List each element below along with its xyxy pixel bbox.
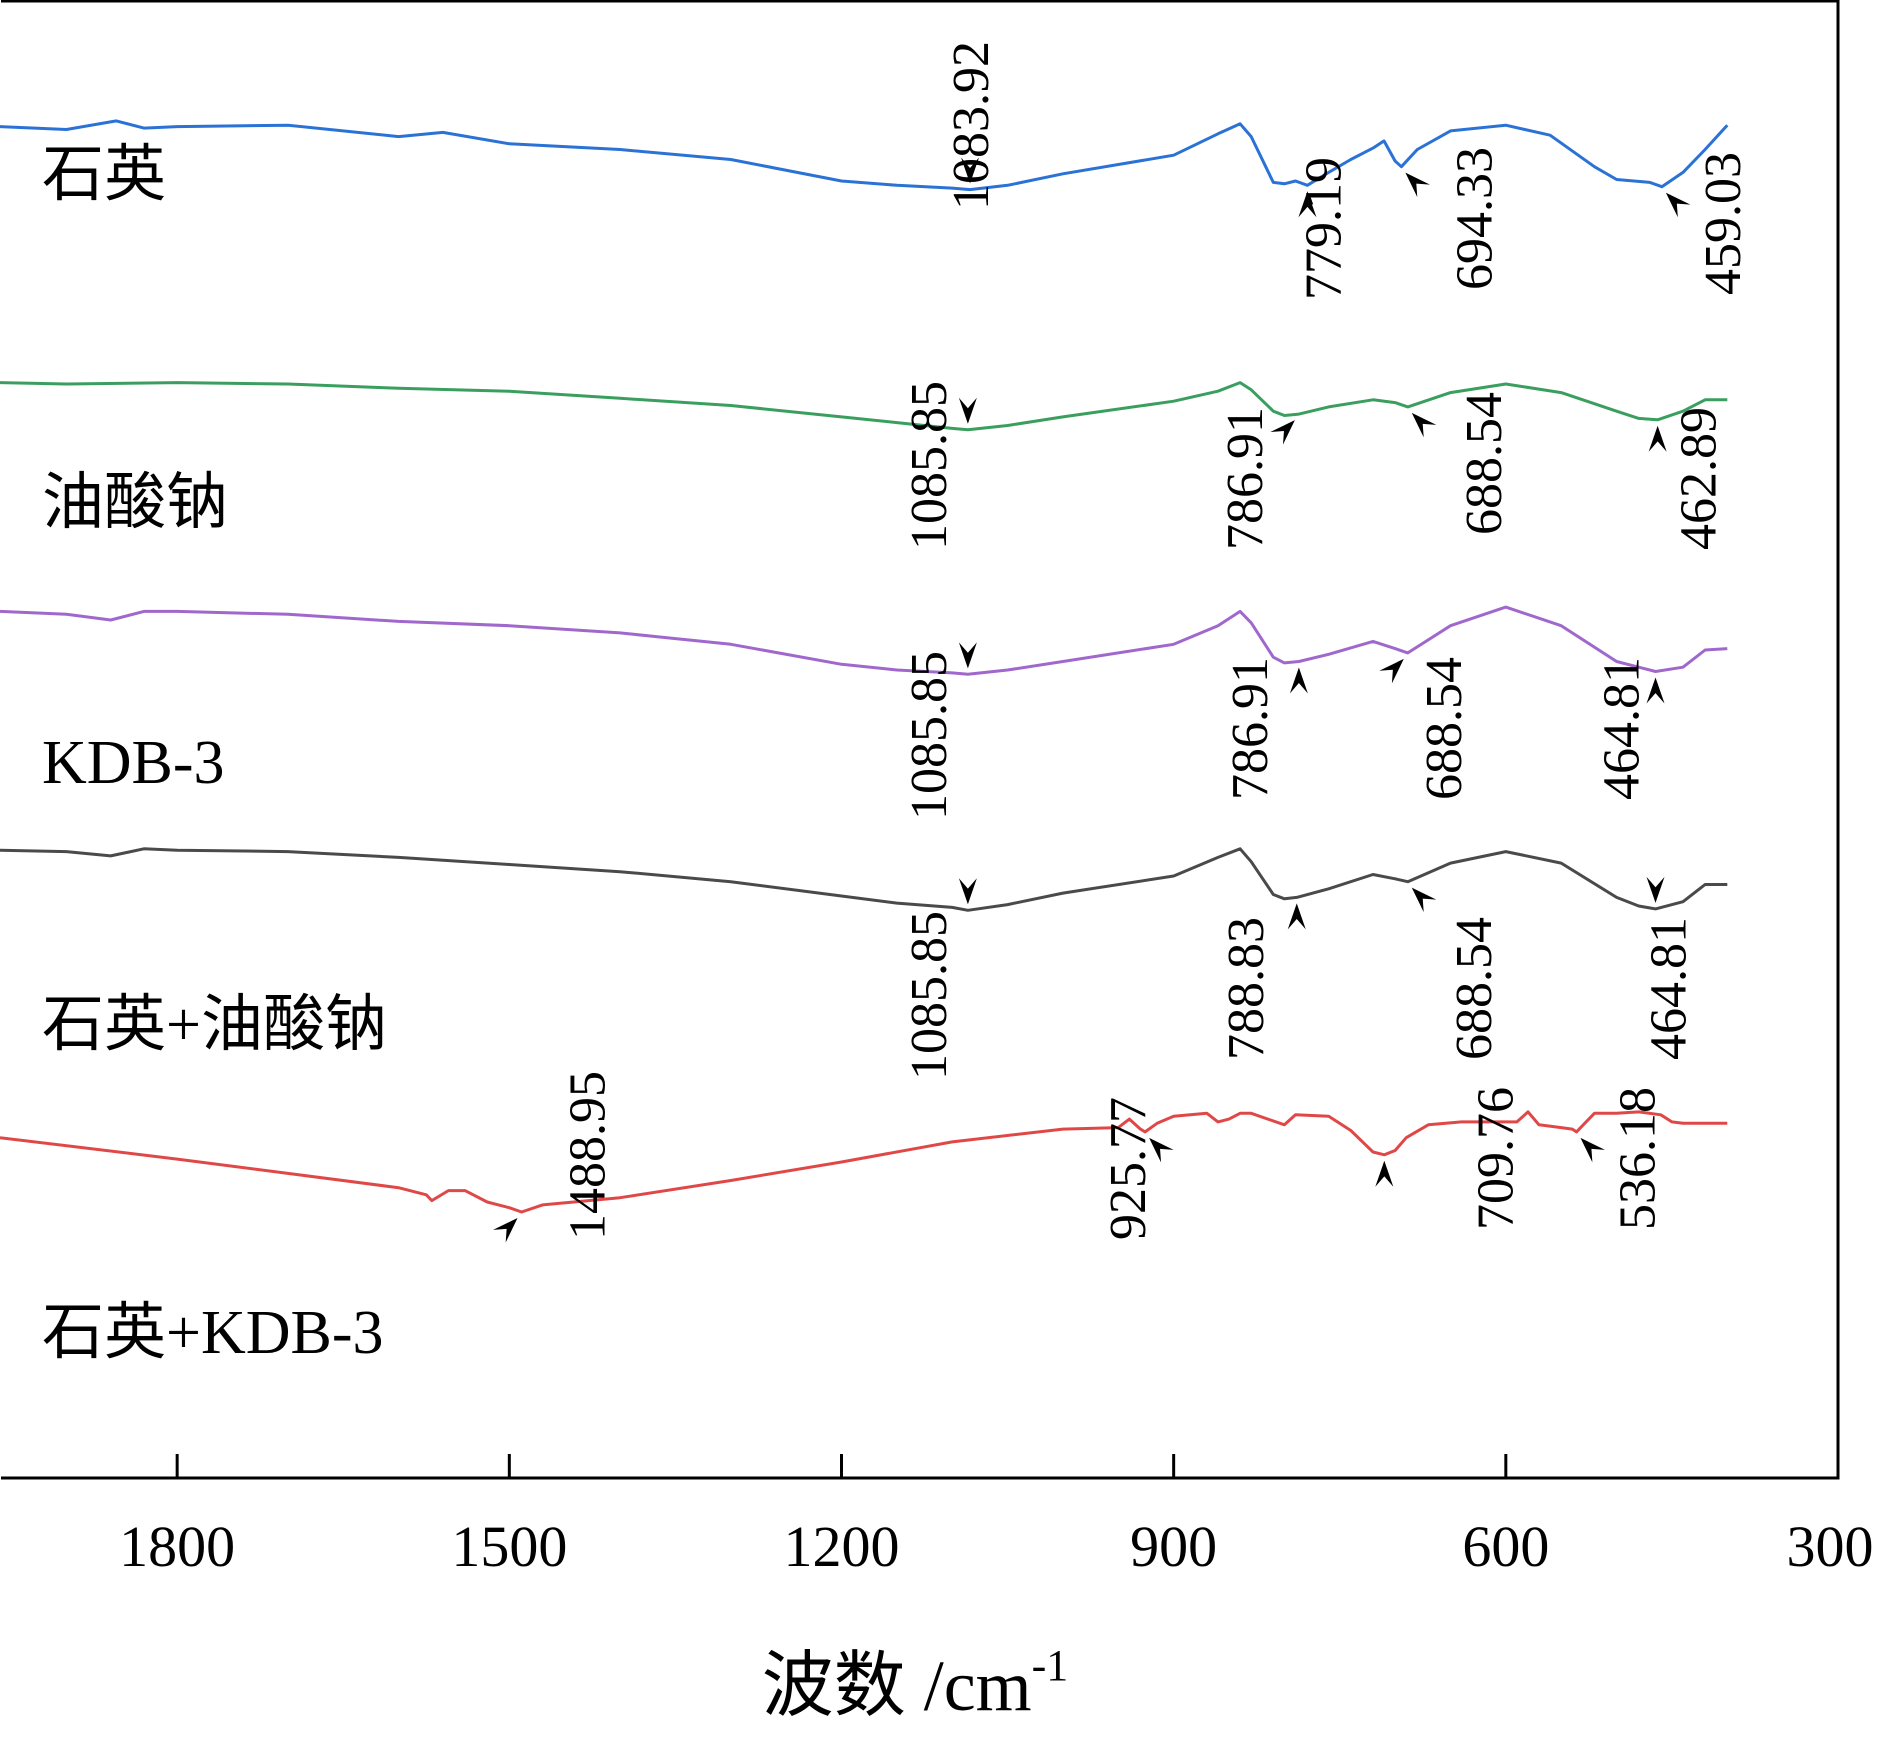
- peak-label: 779.19: [1295, 157, 1352, 300]
- x-axis-title: 波数 /cm-1: [762, 1641, 1069, 1726]
- peak-arrow: [958, 642, 977, 669]
- peak-label: 1488.95: [560, 1071, 617, 1240]
- peak-arrow: [1411, 412, 1437, 438]
- series-line: [0, 119, 1729, 192]
- peak-arrow: [958, 878, 977, 905]
- x-axis-ticks: 1800 1500 1200 900 600 300: [119, 1454, 1874, 1579]
- peak-arrow: [1287, 903, 1306, 930]
- peak-label: 688.54: [1446, 917, 1503, 1060]
- series-line: [0, 1110, 1728, 1214]
- x-tick-label: 600: [1462, 1514, 1549, 1579]
- peak-label: 688.54: [1416, 657, 1473, 800]
- peak-arrow: [961, 157, 980, 184]
- peak-arrow: [1379, 658, 1404, 684]
- peak-label: 786.91: [1222, 657, 1279, 800]
- peak-arrow: [1375, 1160, 1394, 1187]
- series-name-label: 石英: [42, 141, 166, 209]
- peak-arrow: [1646, 677, 1665, 704]
- peak-annotations: 1083.92 779.19 694.33 459.03 1085.85 786.91 68…: [493, 41, 1752, 1243]
- peak-arrow: [1648, 425, 1667, 452]
- peak-arrow: [1580, 1137, 1605, 1163]
- series-line: [0, 381, 1728, 432]
- peak-label: 459.03: [1695, 152, 1752, 295]
- series-name-label: 石英+KDB-3: [42, 1299, 384, 1367]
- peak-arrow: [1405, 172, 1430, 198]
- peak-arrow: [1646, 876, 1665, 903]
- series-name-label: 石英+油酸钠: [42, 991, 387, 1059]
- x-tick-label: 1200: [783, 1514, 899, 1579]
- peak-label: 925.77: [1100, 1097, 1157, 1240]
- series-line: [0, 605, 1728, 676]
- peak-label: 536.18: [1609, 1087, 1666, 1230]
- peak-arrow: [1270, 420, 1295, 445]
- peak-arrow: [1665, 192, 1691, 218]
- peak-arrow: [1289, 667, 1308, 694]
- plot-border: [1, 0, 1840, 1480]
- peak-arrow: [1298, 191, 1317, 218]
- series-name-label: KDB-3: [42, 729, 225, 797]
- peak-arrow: [1411, 887, 1437, 913]
- x-tick-label: 300: [1787, 1514, 1874, 1579]
- peak-arrow: [1149, 1137, 1174, 1163]
- peak-arrow: [493, 1218, 518, 1243]
- plot-frame: [1, 0, 1840, 1480]
- peak-label: 1085.85: [901, 651, 958, 820]
- peak-label: 462.89: [1671, 407, 1728, 550]
- series-line: [0, 847, 1728, 912]
- x-tick-label: 900: [1130, 1514, 1217, 1579]
- x-tick-label: 1800: [119, 1514, 235, 1579]
- peak-arrow: [958, 397, 977, 424]
- series-name-label: 油酸钠: [42, 469, 228, 537]
- peak-label: 786.91: [1217, 407, 1274, 550]
- series-lines: [0, 119, 1729, 1214]
- peak-label: 788.83: [1218, 917, 1275, 1060]
- peak-label: 688.54: [1456, 392, 1513, 535]
- x-axis-title-superscript: -1: [1032, 1641, 1069, 1690]
- peak-label: 694.33: [1446, 147, 1503, 290]
- peak-label: 1085.85: [901, 381, 958, 550]
- x-axis-title-text: 波数 /cm: [762, 1646, 1032, 1726]
- peak-label: 1083.92: [943, 41, 1000, 210]
- peak-label: 709.76: [1467, 1087, 1524, 1230]
- x-tick-label: 1500: [451, 1514, 567, 1579]
- peak-label: 464.81: [1594, 657, 1651, 800]
- peak-label: 464.81: [1641, 917, 1698, 1060]
- peak-label: 1085.85: [901, 911, 958, 1080]
